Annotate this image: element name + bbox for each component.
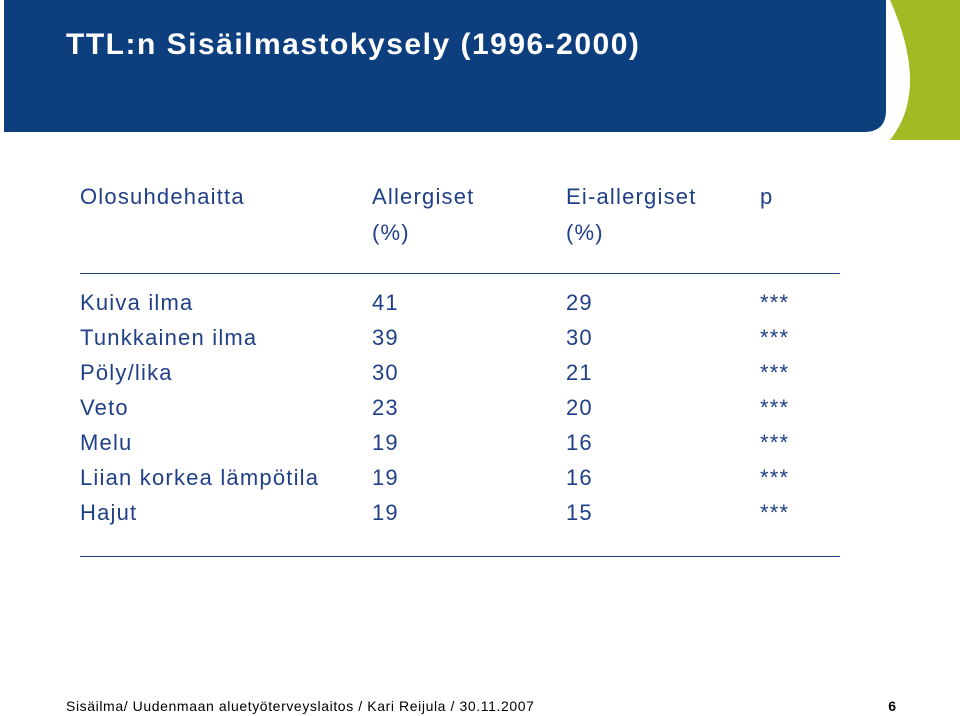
- row-allergic-value: 39: [372, 325, 399, 350]
- row-p-value: ***: [760, 325, 790, 350]
- header-banner: [4, 0, 960, 140]
- header-allergiset-unit: (%): [372, 220, 410, 245]
- row-p-value: ***: [760, 500, 790, 525]
- row-label: Liian korkea lämpötila: [80, 465, 320, 490]
- row-nonallergic-value: 21: [566, 360, 593, 385]
- page-title: TTL:n Sisäilmastokysely (1996-2000): [66, 28, 641, 61]
- row-p-value: ***: [760, 465, 790, 490]
- row-nonallergic-value: 15: [566, 500, 593, 525]
- row-label: Tunkkainen ilma: [80, 325, 258, 350]
- row-label: Melu: [80, 430, 133, 455]
- row-allergic-value: 19: [372, 430, 399, 455]
- row-p-value: ***: [760, 360, 790, 385]
- table-bottom-rule: [80, 556, 840, 557]
- row-label: Pöly/lika: [80, 360, 173, 385]
- header-olosuhdehaitta: Olosuhdehaitta: [80, 184, 245, 209]
- header-p: p: [760, 184, 774, 209]
- header-green-accent: [890, 0, 960, 140]
- row-p-value: ***: [760, 290, 790, 315]
- header-blue-panel: [4, 0, 886, 132]
- row-nonallergic-value: 29: [566, 290, 593, 315]
- header-ei-allergiset-unit: (%): [566, 220, 604, 245]
- row-nonallergic-value: 16: [566, 465, 593, 490]
- row-allergic-value: 30: [372, 360, 399, 385]
- row-allergic-value: 19: [372, 465, 399, 490]
- row-nonallergic-value: 30: [566, 325, 593, 350]
- row-label: Veto: [80, 395, 129, 420]
- row-nonallergic-value: 16: [566, 430, 593, 455]
- row-p-value: ***: [760, 430, 790, 455]
- table-top-rule: [80, 273, 840, 274]
- header-ei-allergiset: Ei-allergiset: [566, 184, 697, 209]
- row-nonallergic-value: 20: [566, 395, 593, 420]
- row-p-value: ***: [760, 395, 790, 420]
- row-allergic-value: 19: [372, 500, 399, 525]
- page-number: 6: [888, 698, 896, 714]
- row-label: Hajut: [80, 500, 138, 525]
- row-allergic-value: 41: [372, 290, 399, 315]
- row-allergic-value: 23: [372, 395, 399, 420]
- footer-text: Sisäilma/ Uudenmaan aluetyöterveyslaitos…: [66, 698, 535, 714]
- header-allergiset: Allergiset: [372, 184, 475, 209]
- row-label: Kuiva ilma: [80, 290, 194, 315]
